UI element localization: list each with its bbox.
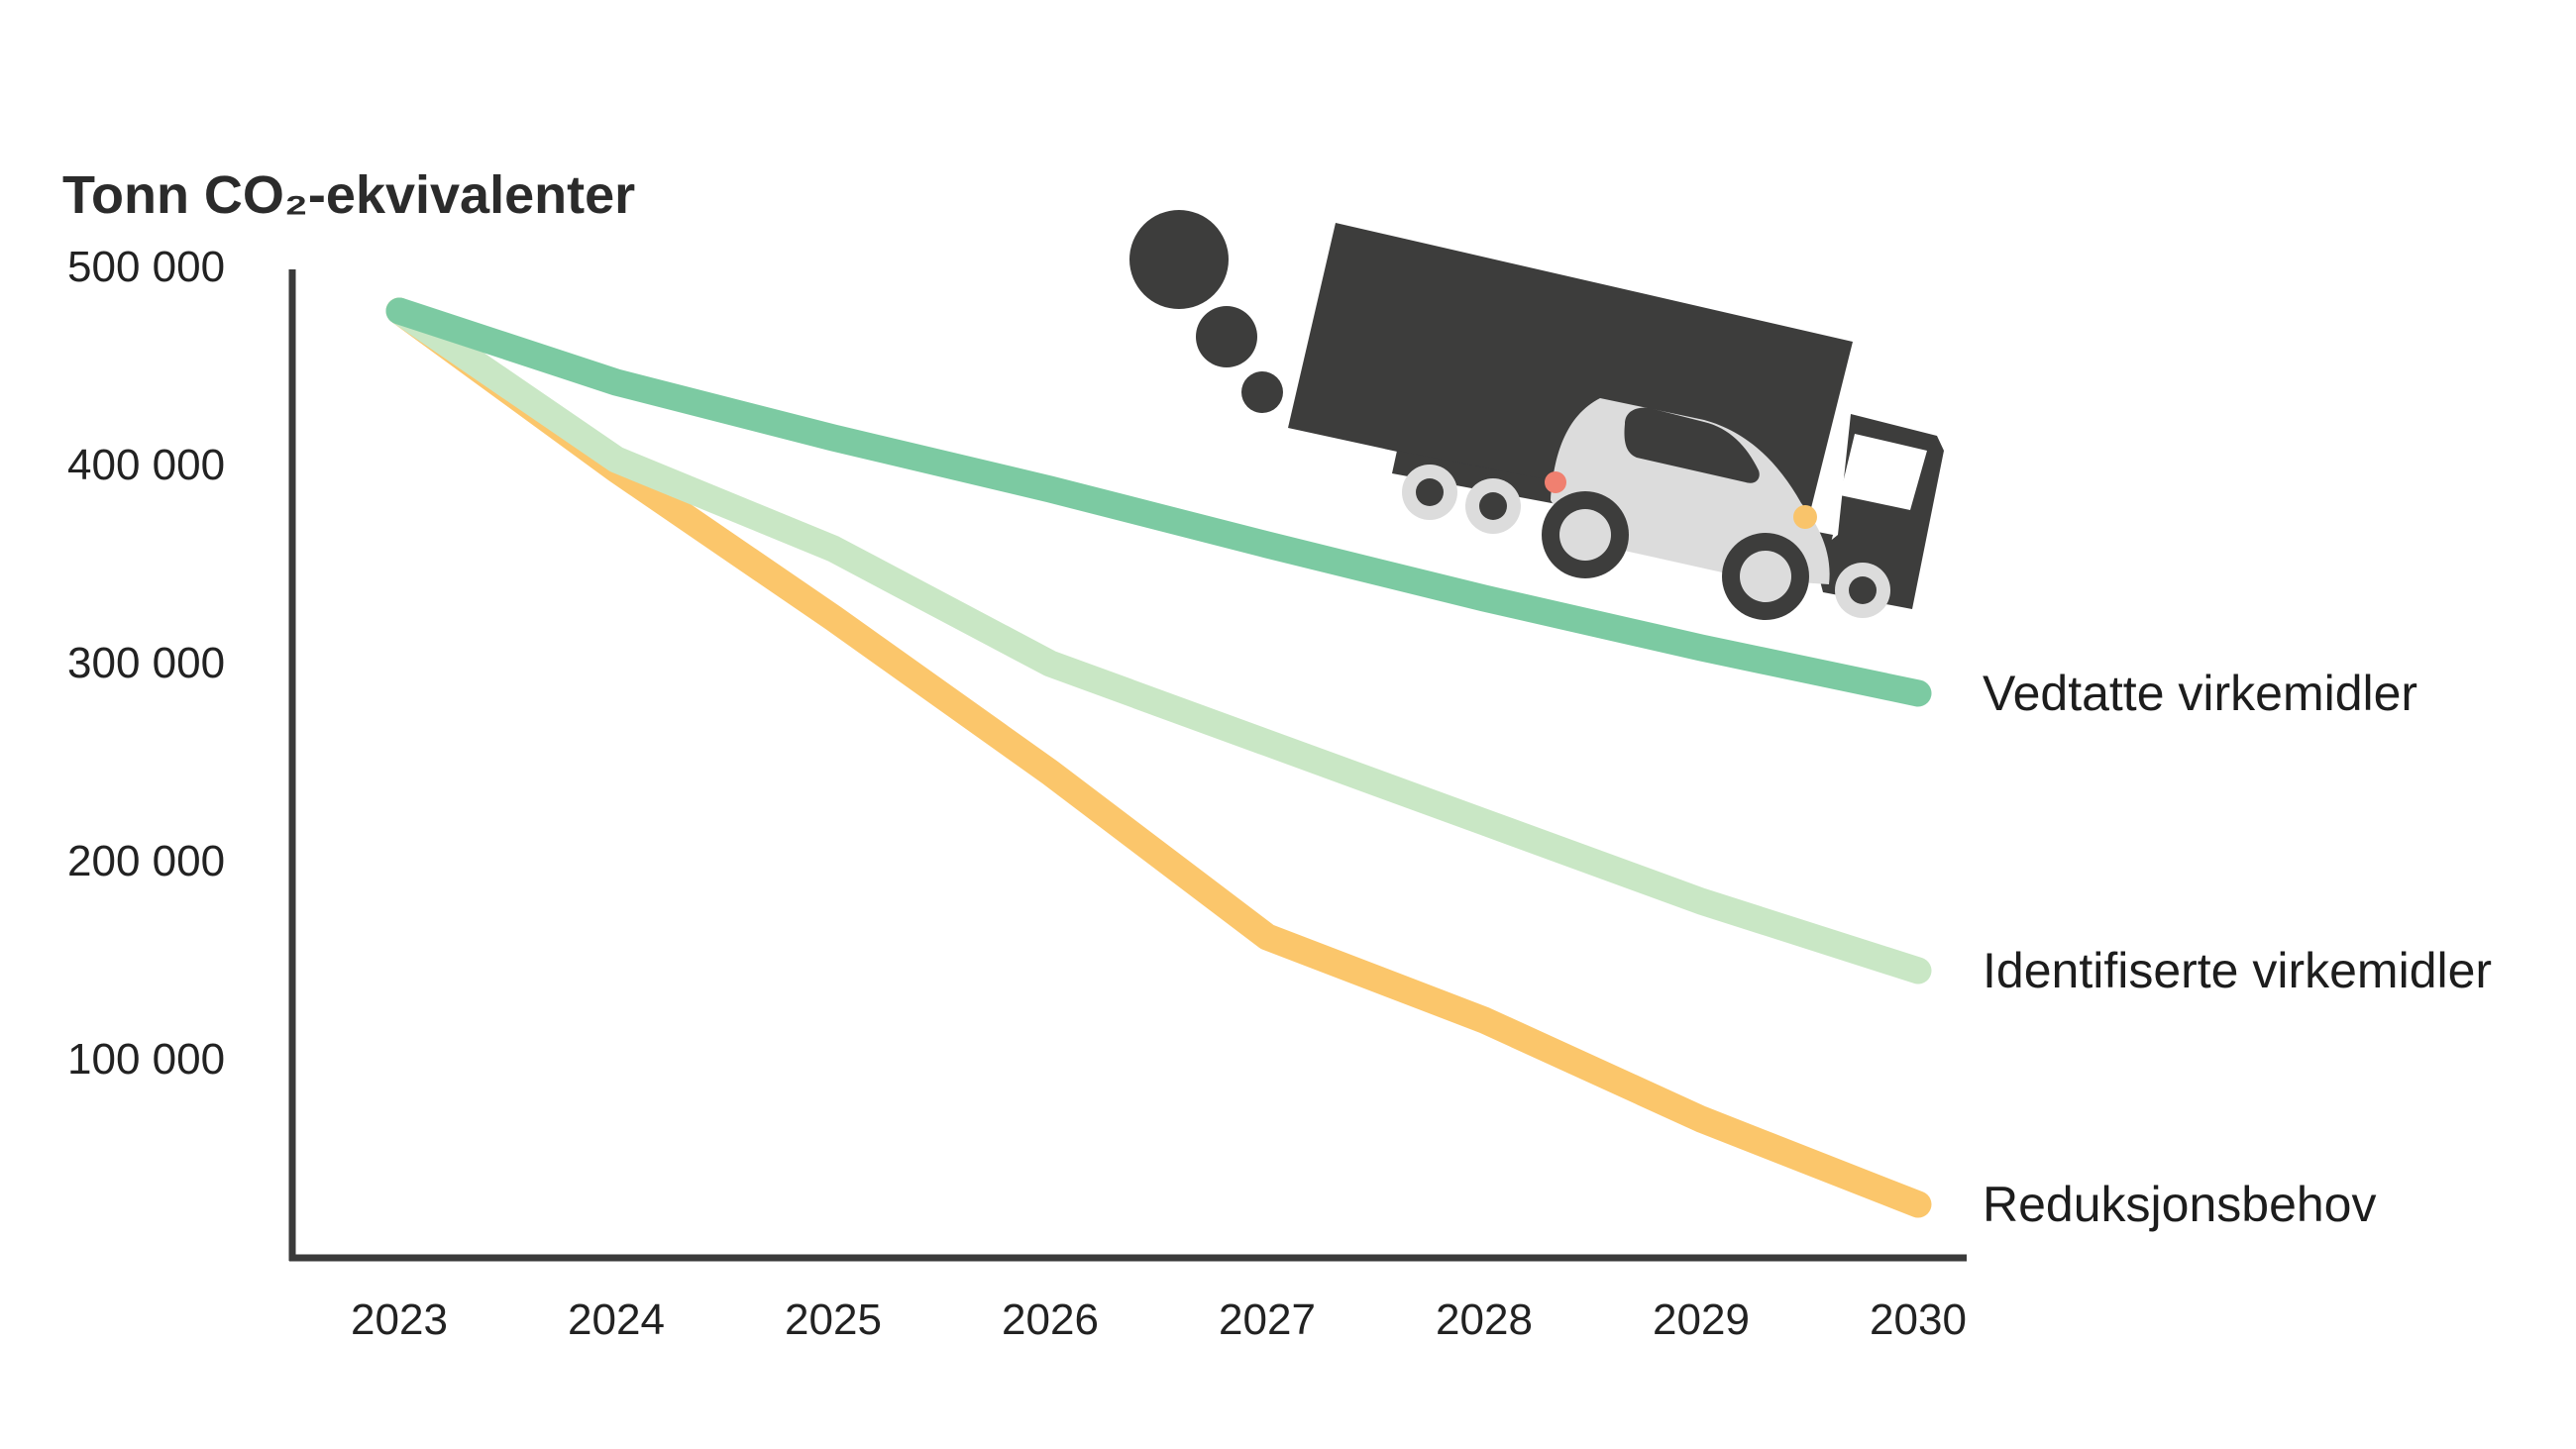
smoke-puff-medium — [1196, 306, 1257, 367]
series-label: Identifiserte virkemidler — [1983, 943, 2492, 998]
car-hub — [1559, 509, 1611, 561]
y-tick-labels: 500 000 400 000 300 000 200 000 100 000 — [67, 243, 225, 1084]
series-lines — [385, 297, 1932, 1218]
series-label: Vedtatte virkemidler — [1983, 666, 2417, 721]
x-tick-label: 2029 — [1653, 1295, 1750, 1344]
truck-hub — [1416, 478, 1444, 506]
car-headlight — [1793, 505, 1817, 529]
x-tick-label: 2027 — [1219, 1295, 1316, 1344]
series-line-1 — [385, 297, 1932, 984]
car-hub — [1740, 551, 1791, 602]
truck-hub — [1849, 576, 1877, 604]
series-line-0 — [385, 297, 1932, 707]
series-label: Reduksjonsbehov — [1983, 1177, 2377, 1232]
truck-hub — [1479, 492, 1507, 520]
x-tick-label: 2026 — [1002, 1295, 1099, 1344]
car-taillight — [1545, 471, 1566, 493]
y-tick-label: 500 000 — [67, 243, 225, 291]
y-tick-label: 100 000 — [67, 1035, 225, 1084]
smoke-puff-large — [1129, 210, 1229, 309]
y-axis-title: Tonn CO₂-ekvivalenter — [62, 165, 635, 225]
series-line-2 — [385, 297, 1932, 1218]
car-window — [1624, 407, 1760, 483]
x-tick-label: 2025 — [785, 1295, 882, 1344]
smoke-puff-small — [1241, 371, 1283, 413]
truck-and-car-icon — [1129, 210, 1944, 620]
y-tick-label: 400 000 — [67, 441, 225, 489]
x-tick-label: 2028 — [1436, 1295, 1533, 1344]
truck-window — [1840, 434, 1927, 510]
y-tick-label: 300 000 — [67, 639, 225, 687]
y-tick-label: 200 000 — [67, 837, 225, 885]
x-tick-label: 2030 — [1870, 1295, 1967, 1344]
x-tick-label: 2024 — [568, 1295, 665, 1344]
axes — [288, 269, 1967, 1262]
series-labels: Vedtatte virkemidler Identifiserte virkem… — [1983, 666, 2492, 1232]
x-tick-label: 2023 — [351, 1295, 448, 1344]
x-tick-labels: 2023 2024 2025 2026 2027 2028 2029 2030 — [351, 1295, 1967, 1344]
